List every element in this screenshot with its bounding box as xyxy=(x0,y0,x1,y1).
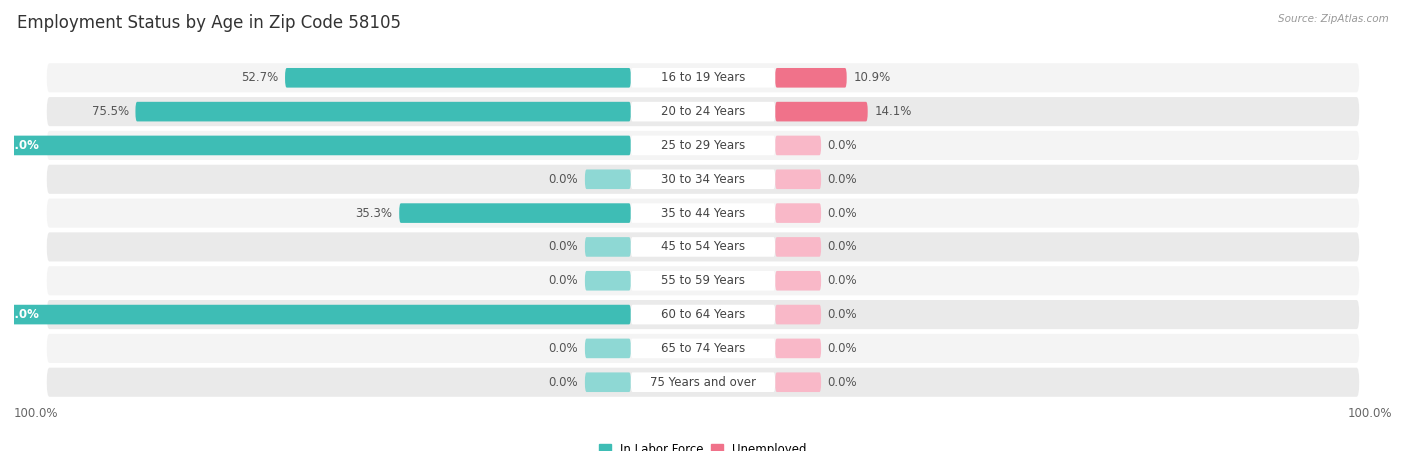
Text: 35 to 44 Years: 35 to 44 Years xyxy=(661,207,745,220)
FancyBboxPatch shape xyxy=(0,136,631,155)
Text: 0.0%: 0.0% xyxy=(828,308,858,321)
FancyBboxPatch shape xyxy=(631,102,775,121)
FancyBboxPatch shape xyxy=(631,271,775,290)
FancyBboxPatch shape xyxy=(775,102,868,121)
Text: 100.0%: 100.0% xyxy=(14,407,59,420)
FancyBboxPatch shape xyxy=(775,339,821,358)
FancyBboxPatch shape xyxy=(46,97,1360,126)
FancyBboxPatch shape xyxy=(46,63,1360,92)
FancyBboxPatch shape xyxy=(775,271,821,290)
FancyBboxPatch shape xyxy=(631,136,775,155)
FancyBboxPatch shape xyxy=(585,237,631,257)
FancyBboxPatch shape xyxy=(631,339,775,358)
Text: 30 to 34 Years: 30 to 34 Years xyxy=(661,173,745,186)
Text: 10.9%: 10.9% xyxy=(853,71,890,84)
FancyBboxPatch shape xyxy=(775,203,821,223)
Text: 45 to 54 Years: 45 to 54 Years xyxy=(661,240,745,253)
FancyBboxPatch shape xyxy=(585,170,631,189)
FancyBboxPatch shape xyxy=(285,68,631,87)
Text: 0.0%: 0.0% xyxy=(548,173,578,186)
Text: 0.0%: 0.0% xyxy=(828,240,858,253)
Text: 25 to 29 Years: 25 to 29 Years xyxy=(661,139,745,152)
FancyBboxPatch shape xyxy=(46,266,1360,295)
Text: 0.0%: 0.0% xyxy=(828,139,858,152)
Text: 0.0%: 0.0% xyxy=(828,207,858,220)
Text: 20 to 24 Years: 20 to 24 Years xyxy=(661,105,745,118)
FancyBboxPatch shape xyxy=(631,373,775,392)
Text: 52.7%: 52.7% xyxy=(242,71,278,84)
FancyBboxPatch shape xyxy=(399,203,631,223)
FancyBboxPatch shape xyxy=(46,300,1360,329)
Text: 16 to 19 Years: 16 to 19 Years xyxy=(661,71,745,84)
FancyBboxPatch shape xyxy=(46,334,1360,363)
FancyBboxPatch shape xyxy=(585,373,631,392)
FancyBboxPatch shape xyxy=(135,102,631,121)
FancyBboxPatch shape xyxy=(46,165,1360,194)
Text: 55 to 59 Years: 55 to 59 Years xyxy=(661,274,745,287)
FancyBboxPatch shape xyxy=(46,198,1360,228)
Text: 0.0%: 0.0% xyxy=(548,240,578,253)
FancyBboxPatch shape xyxy=(0,305,631,324)
Text: 0.0%: 0.0% xyxy=(548,342,578,355)
FancyBboxPatch shape xyxy=(631,68,775,87)
FancyBboxPatch shape xyxy=(631,237,775,257)
Text: 65 to 74 Years: 65 to 74 Years xyxy=(661,342,745,355)
Text: 60 to 64 Years: 60 to 64 Years xyxy=(661,308,745,321)
FancyBboxPatch shape xyxy=(775,373,821,392)
FancyBboxPatch shape xyxy=(631,305,775,324)
Text: 14.1%: 14.1% xyxy=(875,105,911,118)
FancyBboxPatch shape xyxy=(46,232,1360,262)
Text: 0.0%: 0.0% xyxy=(548,274,578,287)
Text: 0.0%: 0.0% xyxy=(828,342,858,355)
FancyBboxPatch shape xyxy=(775,305,821,324)
Text: 0.0%: 0.0% xyxy=(828,173,858,186)
FancyBboxPatch shape xyxy=(631,170,775,189)
Text: 0.0%: 0.0% xyxy=(548,376,578,389)
FancyBboxPatch shape xyxy=(585,339,631,358)
Legend: In Labor Force, Unemployed: In Labor Force, Unemployed xyxy=(599,443,807,451)
FancyBboxPatch shape xyxy=(46,131,1360,160)
FancyBboxPatch shape xyxy=(631,203,775,223)
FancyBboxPatch shape xyxy=(775,170,821,189)
Text: 100.0%: 100.0% xyxy=(0,139,39,152)
FancyBboxPatch shape xyxy=(775,68,846,87)
Text: 35.3%: 35.3% xyxy=(356,207,392,220)
Text: 100.0%: 100.0% xyxy=(0,308,39,321)
Text: 0.0%: 0.0% xyxy=(828,274,858,287)
Text: Employment Status by Age in Zip Code 58105: Employment Status by Age in Zip Code 581… xyxy=(17,14,401,32)
Text: 75.5%: 75.5% xyxy=(91,105,129,118)
Text: 100.0%: 100.0% xyxy=(1347,407,1392,420)
FancyBboxPatch shape xyxy=(775,237,821,257)
FancyBboxPatch shape xyxy=(46,368,1360,397)
Text: Source: ZipAtlas.com: Source: ZipAtlas.com xyxy=(1278,14,1389,23)
FancyBboxPatch shape xyxy=(585,271,631,290)
Text: 75 Years and over: 75 Years and over xyxy=(650,376,756,389)
Text: 0.0%: 0.0% xyxy=(828,376,858,389)
FancyBboxPatch shape xyxy=(775,136,821,155)
